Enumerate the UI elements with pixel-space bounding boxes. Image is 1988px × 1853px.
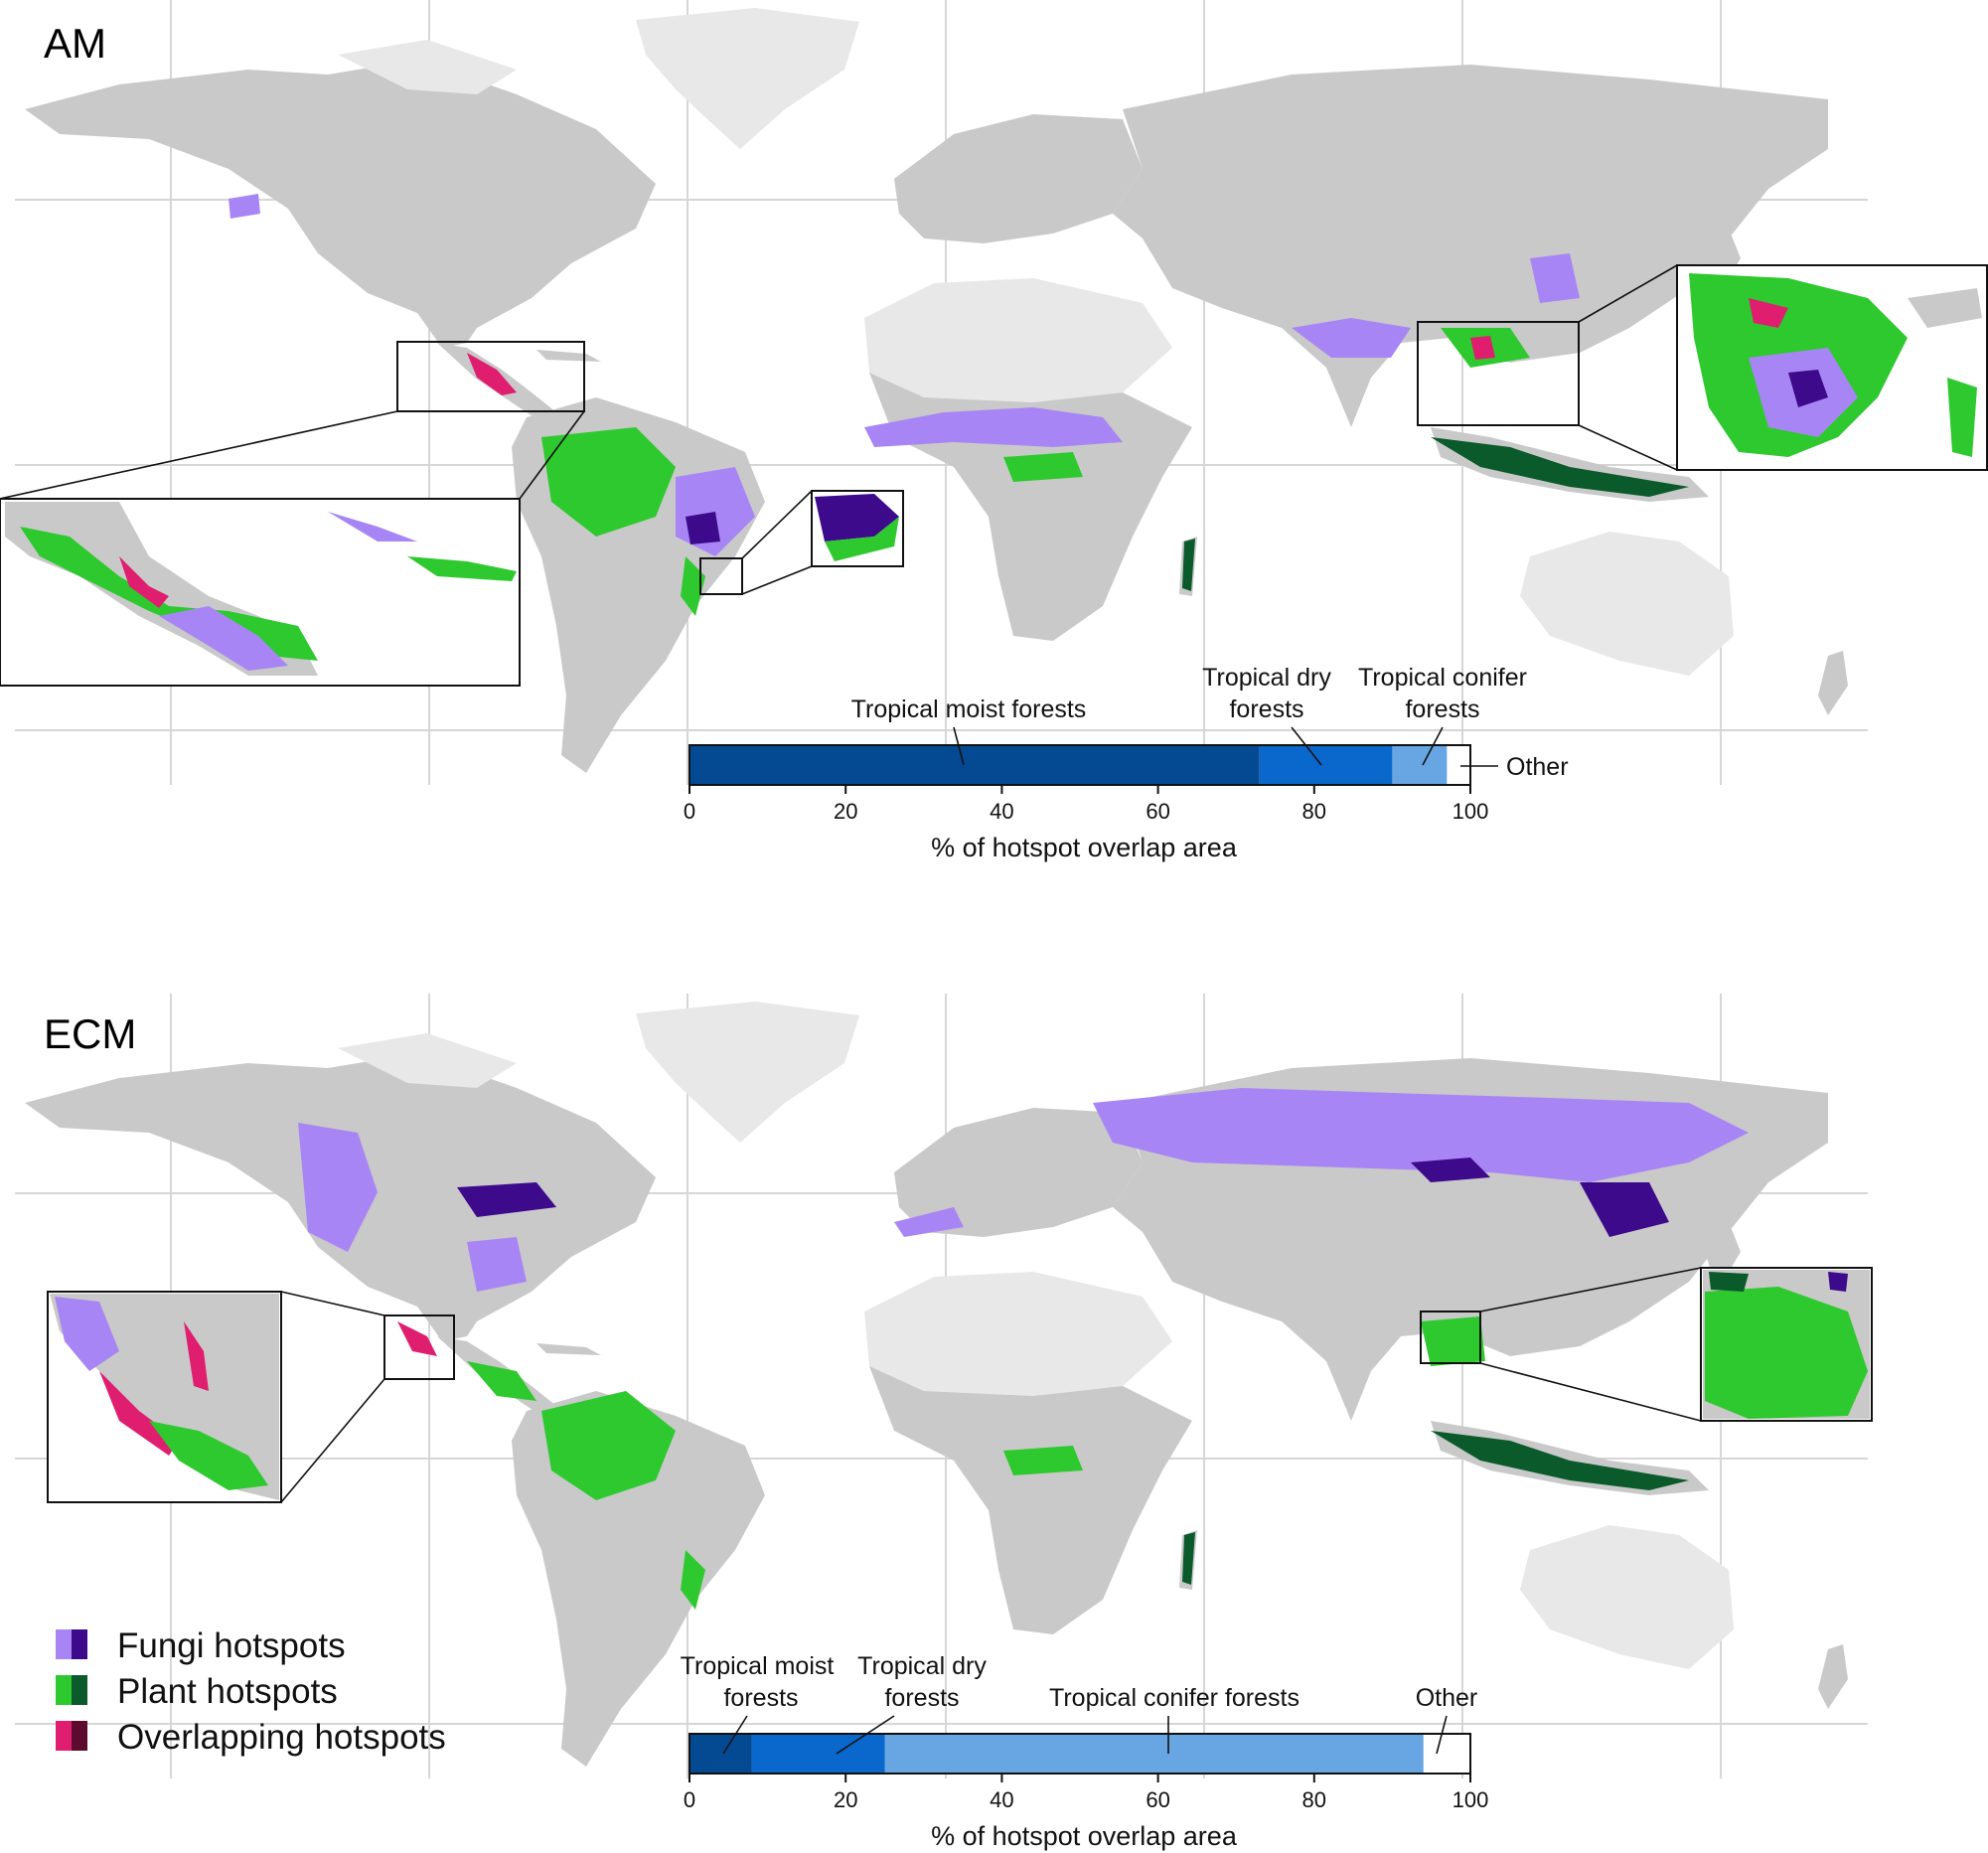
ecm-panel-label: ECM <box>44 1010 136 1057</box>
ecm-bar-segment-3 <box>1423 1734 1470 1774</box>
ecm-panel: ECM Tropical moist forests Tropical dry … <box>14 994 1873 1851</box>
am-annotation-tropical-conifer-2: forests <box>1405 695 1479 723</box>
ecm-bar-segment-0 <box>689 1734 752 1774</box>
am-biome-bar-chart: Tropical moist forests Tropical dry fore… <box>684 664 1569 862</box>
ecm-annotation-tropical-moist-2: forests <box>723 1684 798 1712</box>
am-axis-title: % of hotspot overlap area <box>931 833 1238 862</box>
am-bar-segment-2 <box>1392 745 1448 785</box>
am-hotspots <box>229 194 1689 616</box>
am-tick-label-3: 60 <box>1146 799 1169 824</box>
ecm-inset-mexico <box>47 1291 455 1503</box>
am-annotation-tropical-dry-2: forests <box>1229 695 1303 723</box>
legend-swatch-fungi-dark <box>72 1629 87 1659</box>
am-annotation-other: Other <box>1506 753 1569 781</box>
ecm-annotation-tropical-moist-1: Tropical moist <box>681 1652 835 1680</box>
ecm-biome-bar-chart: Tropical moist forests Tropical dry fore… <box>681 1652 1489 1851</box>
ecm-annotation-tropical-conifer: Tropical conifer forests <box>1049 1684 1300 1712</box>
ecm-inset-se-asia <box>1420 1267 1873 1422</box>
ecm-tick-label-4: 80 <box>1302 1787 1326 1812</box>
ecm-bar-segment-1 <box>751 1734 885 1774</box>
legend-swatch-fungi-light <box>56 1629 72 1659</box>
am-tick-label-5: 100 <box>1453 799 1489 824</box>
am-annotation-tropical-dry-1: Tropical dry <box>1202 664 1331 692</box>
ecm-tick-label-5: 100 <box>1453 1787 1489 1812</box>
legend-item-fungi: Fungi hotspots <box>56 1626 346 1665</box>
legend-swatch-overlapping-light <box>56 1721 72 1751</box>
legend-swatch-overlapping-dark <box>72 1721 87 1751</box>
am-tick-label-1: 20 <box>834 799 857 824</box>
am-panel-label: AM <box>44 20 106 67</box>
ecm-annotation-other: Other <box>1416 1684 1478 1712</box>
legend-swatch-plant-light <box>56 1675 72 1705</box>
ecm-annotation-tropical-dry-1: Tropical dry <box>857 1652 987 1680</box>
am-tick-label-2: 40 <box>990 799 1013 824</box>
am-annotation-tropical-conifer-1: Tropical conifer <box>1358 664 1527 692</box>
am-tick-label-0: 0 <box>684 799 695 824</box>
legend-swatch-plant-dark <box>72 1675 87 1705</box>
ecm-tick-label-3: 60 <box>1146 1787 1169 1812</box>
ecm-axis-title: % of hotspot overlap area <box>931 1821 1238 1851</box>
am-bar-segment-1 <box>1259 745 1393 785</box>
ecm-bar-segment-2 <box>884 1734 1424 1774</box>
am-bar-segment-3 <box>1447 745 1470 785</box>
legend: Fungi hotspots Plant hotspots Overlappin… <box>56 1626 446 1757</box>
legend-label-fungi: Fungi hotspots <box>117 1626 346 1665</box>
ecm-annotation-tropical-dry-2: forests <box>884 1684 959 1712</box>
am-panel: AM Tropical moist forests Tropical dry f… <box>0 0 1988 862</box>
ecm-tick-label-2: 40 <box>990 1787 1013 1812</box>
am-annotation-tropical-moist: Tropical moist forests <box>851 695 1087 723</box>
am-bar-segment-0 <box>689 745 1260 785</box>
am-inset-brazil <box>699 490 904 595</box>
am-inset-central-america <box>0 341 585 687</box>
legend-item-plant: Plant hotspots <box>56 1672 338 1711</box>
legend-label-plant: Plant hotspots <box>117 1672 338 1711</box>
ecm-hotspots <box>298 1088 1749 1610</box>
am-tick-label-4: 80 <box>1302 799 1326 824</box>
legend-item-overlapping: Overlapping hotspots <box>56 1718 446 1757</box>
legend-label-overlapping: Overlapping hotspots <box>117 1718 446 1757</box>
ecm-tick-label-1: 20 <box>834 1787 857 1812</box>
ecm-tick-label-0: 0 <box>684 1787 695 1812</box>
am-inset-se-asia <box>1417 264 1988 471</box>
